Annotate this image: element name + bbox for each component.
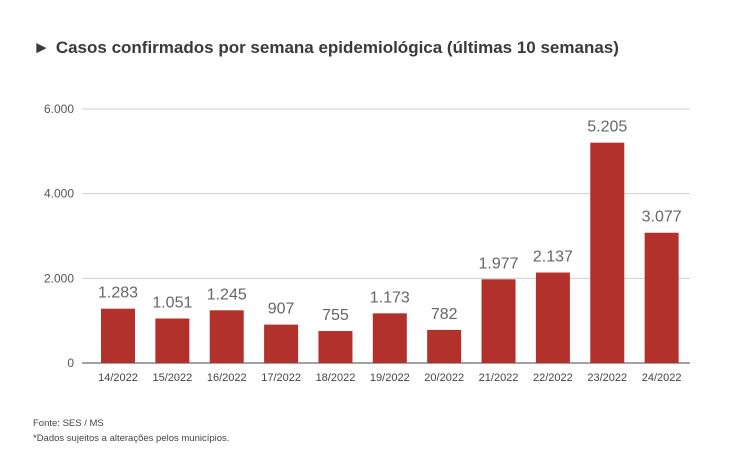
data-label: 1.977 <box>479 255 519 272</box>
y-axis-labels: 0 2.000 4.000 6.000 <box>44 102 74 370</box>
x-tick-label: 22/2022 <box>533 372 573 384</box>
data-label: 5.205 <box>587 119 627 136</box>
disclaimer-note: *Dados sujeitos a alterações pelos munic… <box>33 433 230 444</box>
bar <box>535 272 570 363</box>
bars <box>101 142 679 363</box>
x-tick-label: 18/2022 <box>316 372 356 384</box>
data-label: 1.283 <box>98 285 138 302</box>
y-tick-label: 6.000 <box>44 102 74 116</box>
x-tick-label: 20/2022 <box>424 372 464 384</box>
source-note: Fonte: SES / MS <box>33 418 104 429</box>
chart-title-text: Casos confirmados por semana epidemiológ… <box>55 38 619 57</box>
x-tick-label: 23/2022 <box>587 372 627 384</box>
data-labels: 1.283 1.051 1.245 907 755 1.173 782 1.977 2.137 5… <box>96 117 683 325</box>
x-axis-labels: 14/2022 15/2022 16/2022 17/2022 18/2022 19/20… <box>98 372 681 384</box>
bar <box>318 331 353 363</box>
data-label: 2.137 <box>533 249 573 266</box>
bar <box>155 318 190 363</box>
title-marker-icon: ► <box>33 38 50 57</box>
bar <box>101 308 135 363</box>
data-label: 907 <box>268 301 295 318</box>
x-tick-label: 24/2022 <box>642 372 682 384</box>
bar <box>644 232 679 363</box>
bar <box>264 324 299 363</box>
x-tick-label: 15/2022 <box>152 372 192 384</box>
x-tick-label: 21/2022 <box>479 372 519 384</box>
data-label: 1.051 <box>152 295 192 312</box>
x-tick-label: 14/2022 <box>98 372 138 384</box>
data-label: 1.245 <box>207 286 247 303</box>
bar <box>209 310 244 363</box>
bar <box>481 279 516 363</box>
data-label: 755 <box>322 307 349 324</box>
x-tick-label: 19/2022 <box>370 372 410 384</box>
y-tick-label: 0 <box>67 356 74 370</box>
chart-title: ► Casos confirmados por semana epidemioló… <box>33 38 619 58</box>
y-tick-label: 4.000 <box>44 187 74 201</box>
data-label: 782 <box>431 306 458 323</box>
x-tick-label: 17/2022 <box>261 372 301 384</box>
bar <box>427 329 462 363</box>
y-tick-label: 2.000 <box>44 271 74 285</box>
x-tick-label: 16/2022 <box>207 372 247 384</box>
data-label: 3.077 <box>642 209 682 226</box>
bar <box>590 142 625 363</box>
data-label: 1.173 <box>370 289 410 306</box>
bar <box>372 313 407 363</box>
